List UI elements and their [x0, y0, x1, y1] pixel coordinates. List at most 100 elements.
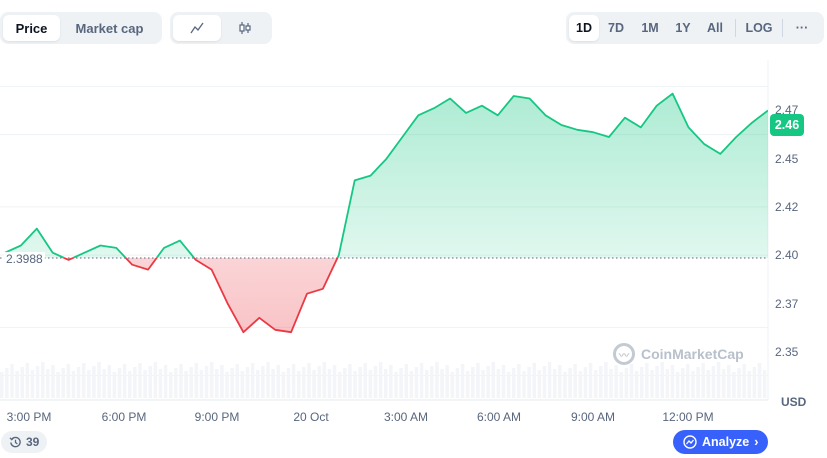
volume-bar [716, 362, 721, 398]
price-point [671, 92, 675, 96]
price-point [416, 113, 420, 117]
volume-bar [752, 367, 757, 398]
volume-bar [757, 363, 762, 398]
volume-bar [25, 363, 30, 398]
volume-bar [430, 366, 434, 398]
price-point [623, 116, 627, 120]
price-point [448, 96, 452, 100]
volume-bar [61, 368, 65, 398]
volume-bar [404, 364, 408, 398]
volume-bar [424, 370, 429, 398]
y-tick-label: 2.47 [775, 103, 799, 117]
volume-bar [5, 368, 9, 398]
volume-bar [517, 364, 521, 398]
volume-bar [107, 365, 112, 398]
watermark: 〰 CoinMarketCap [613, 343, 744, 365]
volume-bar [56, 372, 60, 398]
price-point [655, 104, 659, 108]
volume-bar [675, 372, 680, 398]
volume-bar [614, 365, 618, 398]
volume-bar [455, 368, 460, 398]
range-1y[interactable]: 1Y [675, 21, 691, 35]
volume-bar [389, 365, 393, 398]
volume-bar [358, 367, 362, 398]
price-point [273, 328, 277, 332]
volume-bar [532, 363, 536, 398]
history-icon [9, 436, 21, 447]
watermark-text: CoinMarketCap [641, 346, 744, 362]
price-point [162, 246, 166, 250]
volume-bar [261, 366, 265, 398]
volume-bar [363, 363, 368, 398]
tab-market-cap[interactable]: Market cap [75, 20, 144, 36]
volume-bar [640, 367, 644, 398]
range-all[interactable]: All [707, 21, 723, 35]
price-point [98, 243, 102, 247]
price-point [82, 251, 86, 255]
volume-bar [138, 363, 142, 398]
price-point [639, 125, 643, 129]
volume-bar [97, 362, 101, 398]
x-tick-label: 12:00 PM [662, 410, 714, 424]
log-scale-button[interactable]: LOG [745, 21, 773, 35]
volume-bar [281, 372, 286, 398]
volume-bar [481, 370, 485, 398]
volume-bar [66, 364, 71, 398]
volume-bar [128, 371, 132, 398]
y-tick-label: 2.40 [775, 248, 799, 262]
volume-bar [271, 369, 275, 398]
price-point [194, 258, 198, 262]
volume-bar [727, 365, 731, 398]
price-point [146, 268, 150, 272]
range-7d[interactable]: 7D [608, 21, 624, 35]
chart-type-toggle [170, 12, 272, 44]
price-point [766, 109, 770, 113]
volume-bar [721, 369, 726, 398]
y-tick-label: 2.45 [775, 152, 799, 166]
range-1m[interactable]: 1M [641, 21, 659, 35]
price-point [19, 243, 23, 247]
volume-bar [209, 362, 214, 398]
price-point [718, 152, 722, 156]
comments-badge[interactable]: 39 [1, 431, 48, 453]
price-point [321, 287, 325, 291]
volume-bar [343, 368, 347, 398]
volume-bar [71, 371, 76, 398]
line-chart-button[interactable] [173, 15, 221, 41]
analyze-label: Analyze [702, 435, 750, 449]
candlestick-button[interactable] [221, 15, 269, 41]
volume-bar [276, 365, 280, 398]
volume-bar [445, 365, 449, 398]
volume-bar [368, 370, 373, 398]
volume-bar [440, 369, 444, 398]
price-point [67, 258, 71, 262]
analyze-button[interactable]: Analyze › [673, 430, 769, 454]
range-1d[interactable]: 1D [569, 15, 599, 41]
more-options-button[interactable]: ··· [795, 21, 809, 35]
volume-bar [619, 372, 624, 398]
volume-bar [419, 363, 424, 398]
price-chart[interactable] [0, 60, 827, 410]
x-tick-label: 9:00 PM [194, 410, 240, 424]
volume-bar [322, 362, 327, 398]
volume-bar [583, 367, 588, 398]
tab-price[interactable]: Price [3, 15, 60, 41]
volume-bar [573, 364, 577, 398]
volume-bar [194, 363, 199, 398]
volume-bar [215, 369, 219, 398]
volume-bar [20, 367, 24, 398]
price-point [178, 239, 182, 243]
price-point [432, 106, 436, 110]
price-line-up [4, 92, 768, 258]
volume-bar [593, 370, 598, 398]
volume-bar [578, 371, 583, 398]
volume-bar [655, 366, 659, 398]
volume-bar [163, 365, 168, 398]
price-point [289, 330, 293, 334]
price-point [369, 174, 373, 178]
volume-bar [245, 367, 250, 398]
volume-bar [153, 362, 158, 398]
volume-bar [599, 366, 603, 398]
y-tick-label: 2.42 [775, 200, 799, 214]
volume-bar [240, 371, 245, 398]
